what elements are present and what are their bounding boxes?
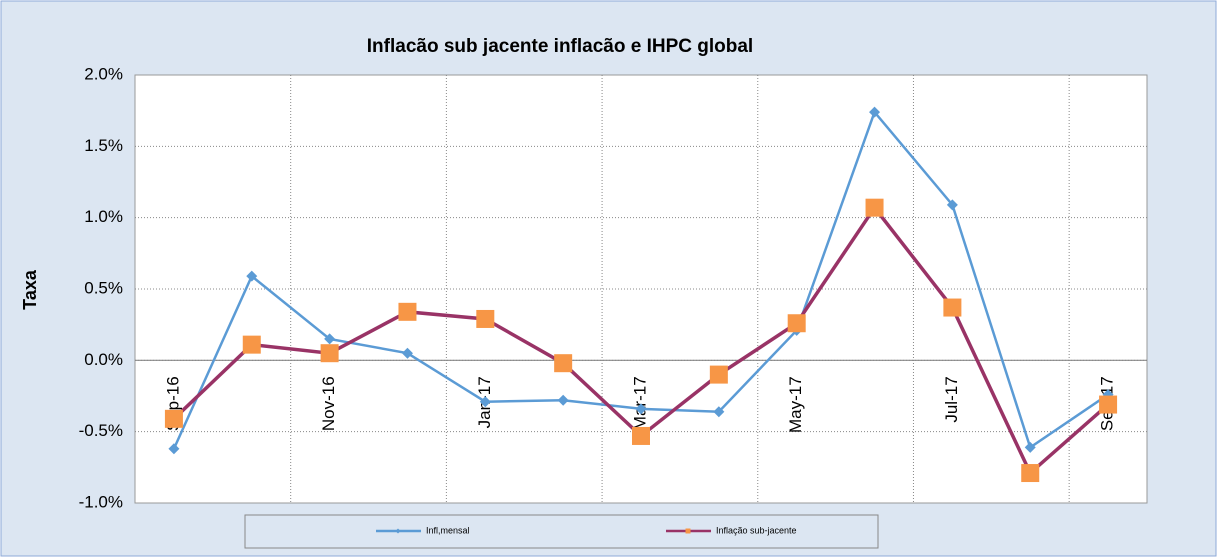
y-tick-label: 0.5%	[84, 278, 123, 297]
chart-title: Inflacão sub jacente inflacão e IHPC glo…	[367, 36, 753, 57]
data-point	[946, 199, 958, 211]
x-tick-label: Mar-17	[630, 376, 649, 430]
data-point	[168, 443, 180, 455]
data-point	[869, 106, 881, 118]
x-tick-label: May-17	[786, 376, 805, 433]
data-point	[943, 298, 962, 317]
y-axis-label: Taxa	[20, 269, 40, 310]
y-tick-label: -1.0%	[79, 492, 123, 511]
y-tick-label: 2.0%	[84, 64, 123, 83]
data-point	[635, 403, 647, 415]
data-point	[164, 409, 183, 428]
legend-marker	[685, 528, 691, 534]
data-point	[401, 347, 413, 359]
x-tick-label: Nov-16	[319, 376, 338, 431]
data-point	[787, 314, 806, 333]
legend-label: Inflação sub-jacente	[716, 525, 797, 535]
data-point	[398, 302, 417, 321]
y-tick-label: 0.0%	[84, 350, 123, 369]
data-point	[1099, 395, 1118, 414]
data-point	[324, 333, 336, 345]
data-point	[1021, 464, 1040, 483]
data-point	[709, 365, 728, 384]
data-point	[479, 396, 491, 408]
data-point	[242, 335, 261, 354]
data-point	[557, 394, 569, 406]
legend-marker	[395, 528, 401, 534]
data-point	[246, 270, 258, 282]
data-point	[865, 198, 884, 217]
x-tick-label: Jul-17	[942, 376, 961, 422]
data-point	[713, 406, 725, 418]
y-tick-label: -0.5%	[79, 421, 123, 440]
data-point	[554, 354, 573, 373]
data-point	[1024, 441, 1036, 453]
data-point	[632, 426, 650, 445]
data-point	[320, 344, 339, 363]
y-tick-label: 1.0%	[84, 207, 123, 226]
y-tick-label: 1.5%	[84, 136, 123, 155]
legend	[244, 514, 879, 549]
data-point	[476, 309, 495, 328]
legend-label: Infl,mensal	[426, 525, 470, 535]
